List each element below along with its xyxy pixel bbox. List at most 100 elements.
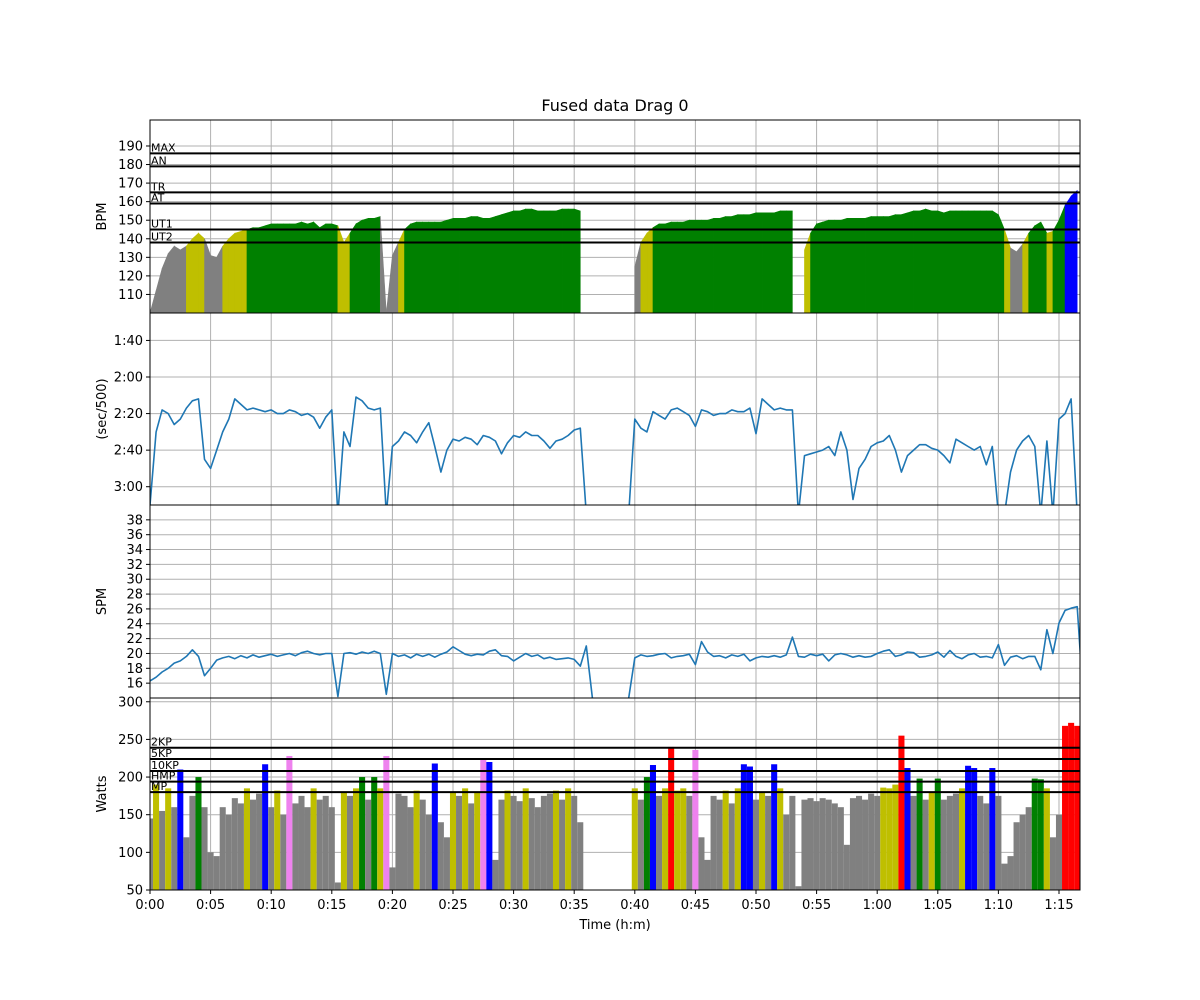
hr-area-segment [640,232,648,313]
hr-area-segment [222,237,230,313]
power-bar [789,795,796,890]
power-bar [219,807,226,890]
hr-area-segment [561,208,569,313]
hr-area-segment [804,233,811,313]
x-tick-label: 0:25 [438,898,467,913]
hr-area-segment [422,221,430,313]
power-bar [710,795,717,890]
power-bar [437,822,444,890]
power-bar [1055,814,1063,890]
hr-area-segment [373,216,381,313]
x-tick-label: 1:10 [984,898,1013,913]
hr-area-segment [228,232,236,313]
hr-area-segment [295,221,302,313]
power-bar [777,788,784,890]
hr-area-segment [264,223,272,313]
power-bar [1049,837,1056,890]
power-bar [183,837,190,890]
power-bar [674,790,681,890]
power-bar [431,763,438,890]
hr-area-segment [913,210,920,313]
hr-area-segment [349,222,357,313]
hr-area-segment [701,219,708,313]
hr-area-segment [549,210,557,313]
hr-area-segment [882,216,890,313]
y-tick-label: 150 [118,214,143,229]
power-bar [783,814,790,890]
power-bar [1013,822,1020,890]
axes-frame [149,697,1081,891]
power-bar [631,788,638,890]
reference-line-label: AT [151,192,165,205]
hr-area-segment [719,216,726,313]
hr-area-segment [828,219,836,313]
hr-area-segment [749,212,757,313]
hr-area-segment [567,208,575,313]
y-tick-label: 36 [126,528,143,543]
x-tick-label: 0:55 [802,898,831,913]
power-bar [468,803,475,890]
power-bar [959,788,966,890]
power-bar [274,790,281,890]
power-bar [1001,863,1008,890]
power-bar [686,795,693,890]
hr-area-segment [458,218,466,313]
hr-area-segment [646,226,654,313]
hr-area-segment [852,218,860,313]
x-tick-label: 0:10 [257,898,286,913]
hr-area-segment [822,219,830,313]
reference-line-label: AN [151,154,167,167]
hr-area-segment [943,210,951,313]
hr-area-segment [204,238,211,313]
hr-area-segment [276,223,284,313]
power-bar [1068,722,1075,890]
hr-area-segment [476,216,484,313]
power-bar [480,758,487,890]
y-tick-label: 18 [126,662,143,677]
power-bar [722,790,729,890]
power-bar [413,790,420,890]
power-bar [474,792,481,890]
hr-area-segment [1016,243,1023,313]
y-tick-label: 38 [126,513,143,528]
x-tick-label: 0:40 [620,898,649,913]
y-tick-label: 190 [118,139,143,154]
power-bar [989,768,996,890]
hr-area-segment [779,210,787,313]
power-bar [1074,725,1080,890]
power-bar [225,814,232,890]
power-bar [892,784,899,890]
hr-area-segment [367,218,375,313]
hr-area-segment [464,216,472,313]
reference-line-label: HMP [151,770,176,783]
y-tick-label: 16 [126,677,143,692]
hr-area-segment [961,210,969,313]
x-tick-label: 0:45 [681,898,710,913]
power-bar [1019,814,1026,890]
power-bar [286,755,293,890]
hr-area-segment [519,208,527,313]
hr-area-segment [555,208,563,313]
power-bar [940,799,947,890]
hr-area-segment [761,212,769,313]
power-bar [559,799,566,890]
power-bar [759,792,766,890]
hr-area-segment [155,268,163,313]
y-tick-label: 1:40 [114,334,143,349]
power-bar [565,788,572,890]
power-bar [1037,779,1044,890]
x-axis: 0:00 0:05 0:10 0:15 0:20 0:25 0:30 0:35 0:40 0:45… [135,890,1074,913]
chart-title: Fused data Drag 0 [541,96,689,115]
power-bar [571,795,578,890]
power-bar [1062,725,1069,890]
x-tick-label: 1:00 [863,898,892,913]
y-tick-label: 22 [126,632,143,647]
power-bar [728,803,735,890]
hr-area-segment [343,232,351,313]
power-bar [904,768,911,890]
hr-area-segment [676,221,684,313]
hr-area-segment [543,210,551,313]
